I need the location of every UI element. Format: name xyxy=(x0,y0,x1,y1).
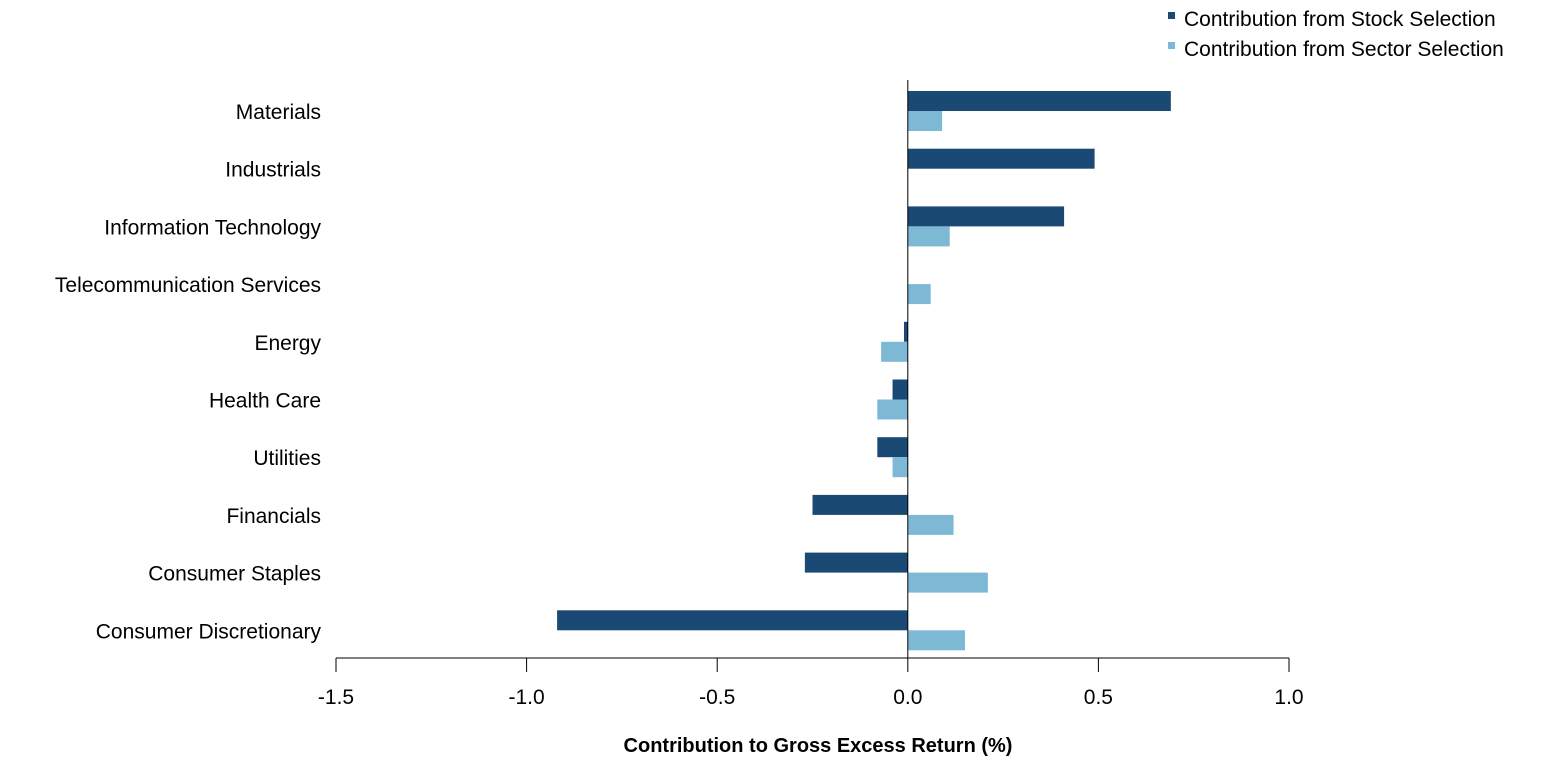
category-label-financials: Financials xyxy=(226,505,321,528)
x-tick-label-1: -1.0 xyxy=(509,686,545,709)
bar-information-technology-sector-selection xyxy=(907,226,950,247)
legend-swatch-stock-selection xyxy=(1168,12,1175,19)
category-label-industrials: Industrials xyxy=(225,159,321,182)
bar-energy-stock-selection xyxy=(903,321,908,342)
bar-materials-sector-selection xyxy=(907,111,943,131)
bar-telecommunication-services-sector-selection xyxy=(907,284,931,305)
bar-health-care-sector-selection xyxy=(877,399,908,420)
bar-utilities-stock-selection xyxy=(877,437,908,458)
legend-swatch-sector-selection xyxy=(1168,42,1175,49)
x-tick-label-3: 0.0 xyxy=(893,686,922,709)
category-label-information-technology: Information Technology xyxy=(104,216,321,239)
category-label-energy: Energy xyxy=(254,332,321,355)
bar-health-care-stock-selection xyxy=(892,379,908,400)
legend-label-stock-selection: Contribution from Stock Selection xyxy=(1184,8,1496,31)
x-tick-label-0: -1.5 xyxy=(318,686,354,709)
bar-utilities-sector-selection xyxy=(892,457,908,478)
bar-information-technology-stock-selection xyxy=(907,206,1065,227)
x-axis-title: Contribution to Gross Excess Return (%) xyxy=(624,735,1013,757)
x-tick-label-5: 1.0 xyxy=(1274,686,1303,709)
category-label-consumer-discretionary: Consumer Discretionary xyxy=(96,620,322,643)
x-tick-label-4: 0.5 xyxy=(1084,686,1113,709)
x-tick-label-2: -0.5 xyxy=(699,686,735,709)
bar-energy-sector-selection xyxy=(881,341,908,362)
bar-consumer-staples-stock-selection xyxy=(804,552,908,573)
category-labels: Materials Industrials Information Technolo… xyxy=(55,101,322,643)
category-label-consumer-staples: Consumer Staples xyxy=(148,563,321,586)
category-label-telecommunication-services: Telecommunication Services xyxy=(55,274,321,297)
category-label-utilities: Utilities xyxy=(253,447,321,470)
category-label-health-care: Health Care xyxy=(209,390,321,413)
bars-group xyxy=(557,91,1171,651)
x-axis-ticks: -1.5 -1.0 -0.5 0.0 0.5 1.0 xyxy=(318,658,1304,709)
bar-consumer-discretionary-sector-selection xyxy=(907,630,965,651)
bar-financials-sector-selection xyxy=(907,514,954,535)
bar-financials-stock-selection xyxy=(812,494,908,515)
bar-consumer-staples-sector-selection xyxy=(907,572,988,593)
category-label-materials: Materials xyxy=(236,101,321,124)
bar-industrials-stock-selection xyxy=(907,148,1095,169)
legend-label-sector-selection: Contribution from Sector Selection xyxy=(1184,38,1504,61)
legend: Contribution from Stock Selection Contri… xyxy=(1168,8,1504,61)
bar-materials-stock-selection xyxy=(907,91,1171,111)
bar-consumer-discretionary-stock-selection xyxy=(557,610,908,631)
